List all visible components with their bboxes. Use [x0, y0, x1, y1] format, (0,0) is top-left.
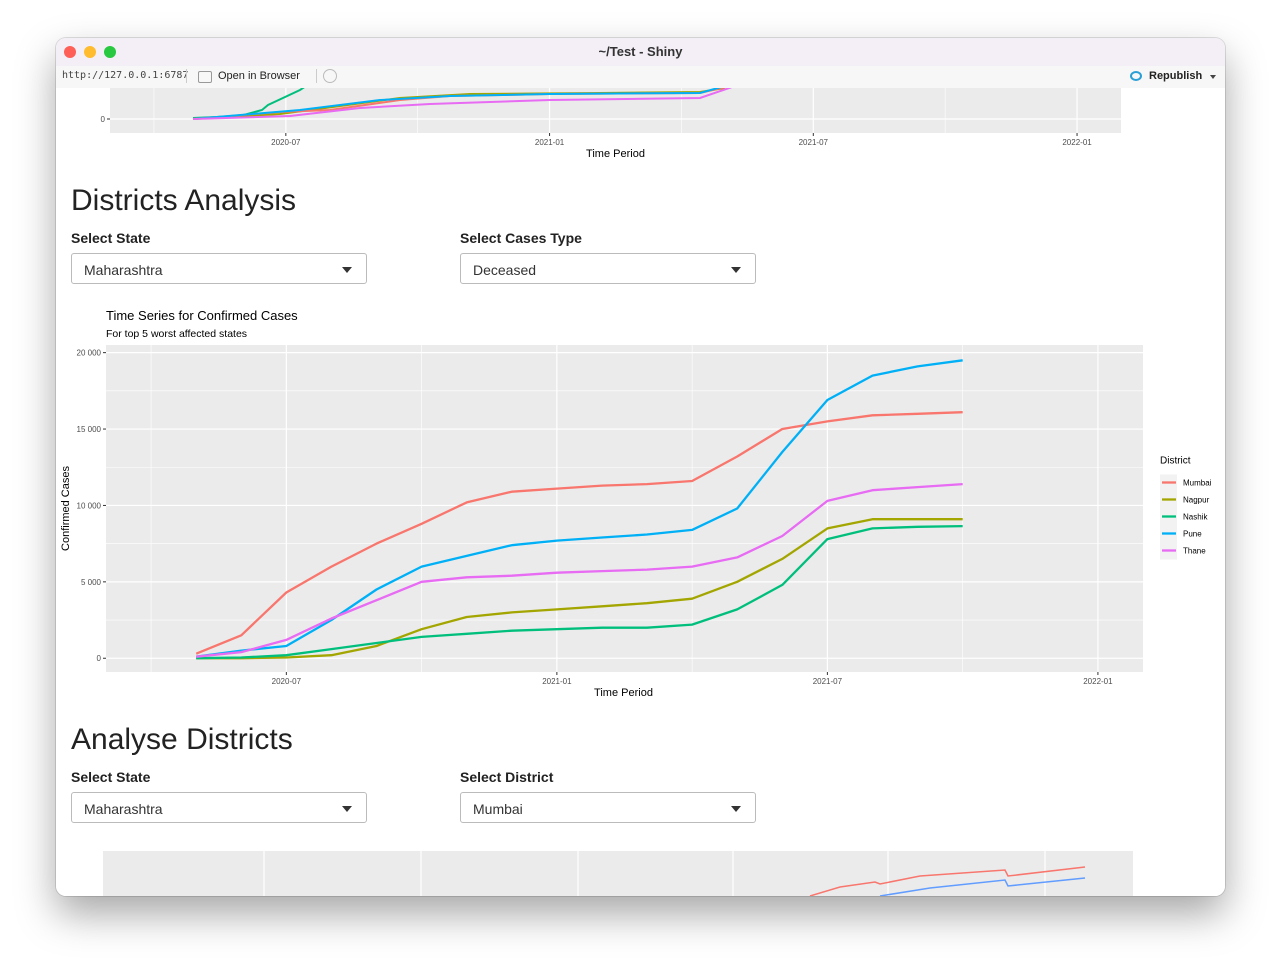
separator: [316, 69, 317, 83]
legend-label: Nashik: [1183, 513, 1208, 522]
minimize-button[interactable]: [84, 46, 96, 58]
y-tick-label: 15 000: [77, 425, 102, 434]
legend-label: Mumbai: [1183, 479, 1212, 488]
cropped-line: [192, 88, 722, 120]
section-heading: Analyse Districts: [71, 723, 293, 756]
toolbar: http://127.0.0.1:6787 Open in Browser Re…: [56, 66, 1225, 89]
x-tick-label: 2020-07: [272, 677, 302, 686]
y-axis-title: Confirmed Cases: [60, 466, 72, 551]
x-tick-label: 2021-07: [813, 677, 843, 686]
section-heading: Districts Analysis: [71, 184, 297, 217]
y-tick-label: 0: [101, 115, 106, 124]
window-title: ~/Test - Shiny: [598, 44, 683, 59]
select-cases-type[interactable]: Deceased: [460, 253, 756, 284]
x-tick-label: 2020-07: [271, 138, 301, 147]
y-tick-label: 5 000: [81, 578, 102, 587]
chart-subtitle: For top 5 worst affected states: [106, 328, 247, 340]
bottom-plot-panel: [103, 851, 1133, 896]
select-state[interactable]: Maharashtra: [71, 253, 367, 284]
url: http://127.0.0.1:6787: [62, 70, 189, 81]
select-state[interactable]: Maharashtra: [71, 792, 367, 823]
browser-icon: [198, 71, 212, 83]
open-in-browser[interactable]: Open in Browser: [218, 70, 300, 82]
series-line: [196, 482, 963, 658]
y-tick-label: 20 000: [77, 349, 102, 358]
legend-label: Pune: [1183, 530, 1202, 539]
x-tick-label: 2021-01: [542, 677, 572, 686]
series-line: [196, 524, 963, 660]
series-line: [195, 411, 963, 655]
plot-panel: [106, 345, 1143, 672]
x-tick-label: 2021-01: [535, 138, 565, 147]
x-tick-label: 2021-07: [799, 138, 829, 147]
legend-label: Thane: [1183, 547, 1206, 556]
y-tick-label: 0: [97, 654, 102, 663]
select-district[interactable]: Mumbai: [460, 792, 756, 823]
republish-button[interactable]: Republish: [1149, 70, 1203, 82]
y-tick-label: 10 000: [77, 501, 102, 510]
control-label: Select State: [71, 769, 151, 785]
cropped-line: [192, 88, 733, 120]
legend-label: Nagpur: [1183, 496, 1210, 505]
close-button[interactable]: [64, 46, 76, 58]
separator: [186, 69, 187, 83]
x-axis-title: Time Period: [586, 148, 645, 160]
bottom-grid: [263, 851, 1046, 896]
control-label: Select State: [71, 230, 151, 246]
publish-menu[interactable]: [1210, 75, 1216, 79]
legend-title: District: [1160, 456, 1191, 467]
cropped-line: [809, 866, 1086, 896]
chart-title: Time Series for Confirmed Cases: [106, 308, 298, 323]
zoom-button[interactable]: [104, 46, 116, 58]
series-line: [196, 359, 963, 658]
refresh-icon[interactable]: [323, 69, 337, 83]
app-window: ~/Test - Shiny http://127.0.0.1:6787 Ope…: [56, 38, 1225, 896]
top-chart-lines: [192, 88, 733, 120]
cropped-line: [879, 877, 1086, 896]
control-label: Select District: [460, 769, 554, 785]
series-line: [196, 518, 963, 660]
content: 2020-07 2021-01 2021-07 2022-01 0 Time Period…: [56, 88, 1225, 896]
x-axis-title: Time Period: [594, 687, 653, 699]
x-tick-label: 2022-01: [1083, 677, 1113, 686]
control-label: Select Cases Type: [460, 230, 582, 246]
top-plot-panel: [110, 88, 1121, 133]
title-bar: ~/Test - Shiny: [56, 38, 1225, 67]
x-tick-label: 2022-01: [1062, 138, 1092, 147]
publish-icon: [1130, 71, 1142, 81]
charts: 2020-07 2021-01 2021-07 2022-01 0 Time Period…: [60, 88, 1212, 896]
